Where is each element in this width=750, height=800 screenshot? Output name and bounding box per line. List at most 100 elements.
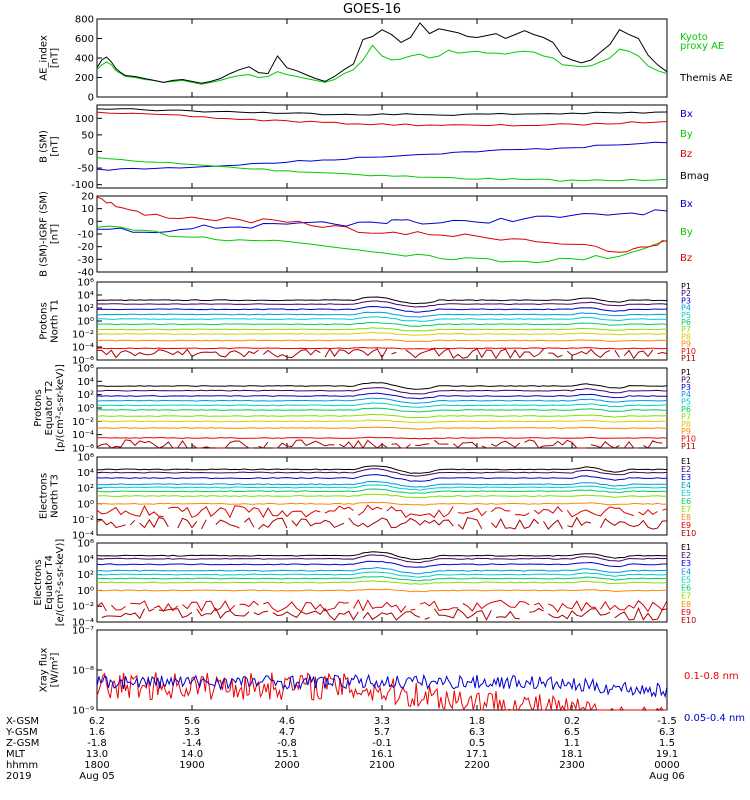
y-tick-label: 0 — [88, 217, 94, 228]
y-tick-label: 10⁰ — [77, 317, 94, 328]
channel-line-p7 — [96, 327, 668, 332]
x-column-value: 0000 — [654, 760, 679, 771]
legend-p9: P9 — [681, 340, 691, 349]
y-tick-label: 10² — [77, 570, 94, 581]
legend-e1: E1 — [681, 543, 691, 552]
x-column-value: 6.3 — [659, 727, 675, 738]
channel-line-e4 — [97, 480, 668, 488]
y-tick-label: 10⁻⁴ — [72, 343, 94, 354]
x-column-value: 1.1 — [564, 738, 580, 749]
y-tick-label: -100 — [71, 180, 94, 191]
x-column-value: Aug 05 — [79, 771, 114, 782]
legend-e4: E4 — [681, 481, 691, 490]
channel-line-p7 — [96, 413, 668, 419]
x-column-value: 0.5 — [469, 738, 485, 749]
y-tick-label: 10² — [77, 304, 94, 315]
x-column-value: 6.2 — [89, 716, 105, 727]
legend-p2: P2 — [681, 375, 691, 384]
x-column-value: -1.5 — [657, 716, 677, 727]
legend-p11: P11 — [681, 442, 696, 451]
legend-p3: P3 — [681, 296, 691, 305]
y-tick-label: 10⁶ — [77, 364, 94, 375]
channel-line-p8 — [97, 419, 668, 424]
legend-e10: E10 — [681, 529, 696, 538]
channel-line-e10 — [101, 607, 668, 621]
y-tick-label: 0 — [88, 93, 94, 104]
legend-p1: P1 — [681, 282, 691, 291]
legend-e4: E4 — [681, 567, 691, 576]
legend-e8: E8 — [681, 513, 691, 522]
channel-line-p3 — [96, 305, 668, 313]
y-tick-label: 10⁻² — [72, 515, 94, 526]
xray-line-1 — [96, 672, 667, 712]
x-column-value: 2100 — [369, 760, 394, 771]
legend-entry: Kyoto — [680, 32, 708, 43]
y-tick-label: 10² — [77, 390, 94, 401]
series-line-bmag — [96, 108, 668, 116]
channel-line-p9 — [96, 426, 667, 430]
legend-p11: P11 — [681, 354, 696, 363]
legend-e5: E5 — [681, 575, 691, 584]
y-tick-label: -10 — [78, 230, 94, 241]
channel-line-p5 — [96, 402, 667, 408]
channel-line-e6 — [96, 576, 668, 582]
panel-5: 10⁻⁶ 10⁻⁴ 10⁻² 10⁰ 10² 10⁴ 10⁶ Protons Equator T… — [33, 364, 696, 455]
x-column-value: -0.8 — [277, 738, 297, 749]
channel-line-e8 — [96, 501, 668, 506]
y-tick-label: 10⁻⁸ — [72, 666, 94, 677]
channel-line-e3 — [96, 560, 667, 568]
y-axis-label: B (SM) — [39, 130, 50, 163]
legend-p6: P6 — [681, 318, 691, 327]
series-line-bx — [96, 209, 668, 234]
panel-frame — [96, 195, 668, 273]
legend-e1: E1 — [681, 457, 691, 466]
channel-line-e1 — [97, 465, 668, 474]
y-tick-label: 10⁶ — [77, 278, 94, 289]
y-tick-label: 10⁴ — [77, 377, 94, 388]
legend-entry: 0.05-0.4 nm — [684, 713, 745, 724]
y-tick-label: 10⁶ — [77, 539, 94, 550]
channel-line-e10 — [96, 516, 668, 530]
legend-entry: Bx — [680, 199, 693, 210]
legend-entry: proxy AE — [680, 41, 724, 52]
legend-p1: P1 — [681, 368, 691, 377]
y-tick-label: 10⁻² — [72, 330, 94, 341]
y-tick-label: -40 — [78, 268, 94, 279]
y-axis-label: [nT] — [50, 136, 61, 156]
legend-e9: E9 — [681, 608, 691, 617]
x-column-value: 18.1 — [561, 749, 583, 760]
x-column-value: -1.4 — [182, 738, 202, 749]
legend-entry: Bmag — [680, 171, 709, 182]
channel-line-p5 — [97, 316, 668, 322]
y-axis-label: Xray flux — [39, 648, 50, 693]
legend-entry: By — [680, 227, 693, 238]
y-tick-label: 10⁻⁶ — [72, 356, 94, 367]
channel-line-e7 — [96, 493, 668, 499]
x-row-label: MLT — [6, 749, 26, 760]
x-column-value: 1.6 — [89, 727, 105, 738]
y-axis-label: Electrons — [39, 473, 50, 519]
y-tick-label: 10⁻⁴ — [72, 531, 94, 542]
legend-entry: Bz — [680, 149, 692, 160]
y-tick-label: 10⁻⁹ — [72, 706, 94, 717]
legend-e7: E7 — [681, 592, 691, 601]
y-tick-label: 10⁰ — [77, 499, 94, 510]
x-column-value: -1.8 — [87, 738, 107, 749]
legend-e6: E6 — [681, 497, 691, 506]
legend-p4: P4 — [681, 304, 691, 313]
y-tick-label: 20 — [81, 192, 94, 203]
x-column-value: 1.5 — [659, 738, 675, 749]
series-line-bz — [96, 111, 668, 127]
channel-line-e5 — [96, 571, 668, 578]
legend-e8: E8 — [681, 600, 691, 609]
legend-p2: P2 — [681, 289, 691, 298]
channel-line-e2 — [96, 468, 668, 477]
y-tick-label: 10⁴ — [77, 468, 94, 479]
channel-line-e6 — [96, 488, 668, 494]
x-column-value: 6.3 — [469, 727, 485, 738]
y-tick-label: 10⁴ — [77, 291, 94, 302]
channel-line-p10 — [97, 346, 668, 350]
